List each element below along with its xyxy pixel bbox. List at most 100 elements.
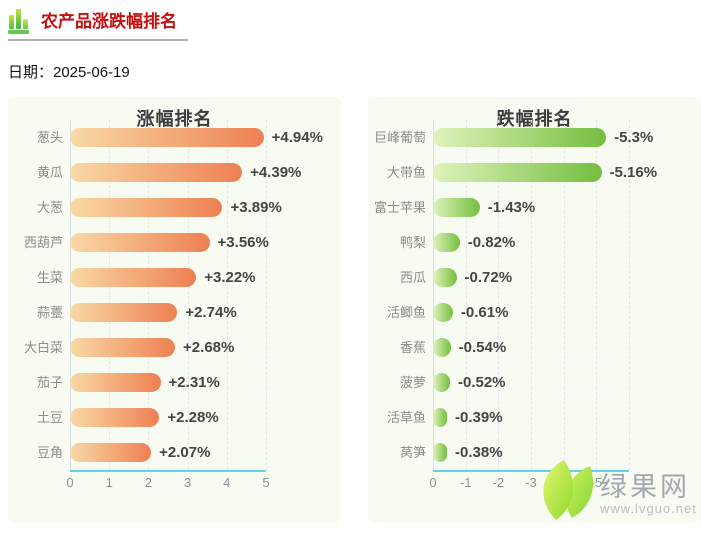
value-label: +2.31% xyxy=(168,374,220,391)
chart-row: 巨峰葡萄 -5.3% xyxy=(368,120,701,155)
bar[interactable] xyxy=(70,198,223,217)
watermark: 绿果网 www.lvguo.net xyxy=(538,450,701,522)
date-label: 日期：2025-06-19 xyxy=(8,64,130,81)
gridline xyxy=(266,120,267,470)
leaf-icon xyxy=(543,460,594,520)
gridline xyxy=(563,120,565,470)
page-title: 农产品涨跌幅排名 xyxy=(41,12,177,31)
gridline xyxy=(531,120,532,470)
bar[interactable] xyxy=(70,163,243,182)
bar[interactable] xyxy=(70,233,210,252)
value-label: -0.38% xyxy=(455,444,503,461)
x-axis-line xyxy=(70,470,266,472)
value-label: +2.28% xyxy=(167,409,219,426)
fall-ranking-panel: 跌幅排名 巨峰葡萄 -5.3% 大带鱼 -5.16% 富士苹果 -1.43% 鸭梨 -0.82… xyxy=(368,97,701,523)
rise-chart-title: 涨幅排名 xyxy=(136,109,213,129)
value-label: +3.89% xyxy=(230,199,282,216)
chart-row: 生菜 +3.22% xyxy=(8,260,341,295)
chart-row: 豆角 +2.07% xyxy=(8,435,341,470)
category-label: 鸭梨 xyxy=(399,235,426,250)
value-label: +2.74% xyxy=(185,304,237,321)
bar[interactable] xyxy=(433,303,453,322)
fall-chart-plot: 巨峰葡萄 -5.3% 大带鱼 -5.16% 富士苹果 -1.43% 鸭梨 -0.82% 西瓜 -0… xyxy=(368,120,701,520)
axis-tick-label: 0 xyxy=(429,475,437,490)
category-label: 黄瓜 xyxy=(36,165,63,180)
value-label: +4.39% xyxy=(250,164,302,181)
value-label: -5.16% xyxy=(609,164,658,181)
value-label: +2.07% xyxy=(159,444,211,461)
bar[interactable] xyxy=(70,443,152,462)
value-label: +3.56% xyxy=(217,234,269,251)
chart-row: 大葱 +3.89% xyxy=(8,190,341,225)
category-label: 西葫芦 xyxy=(23,235,63,250)
chart-row: 西葫芦 +3.56% xyxy=(8,225,341,260)
chart-row: 蒜薹 +2.74% xyxy=(8,295,341,330)
bar[interactable] xyxy=(433,128,607,147)
page-header: 农产品涨跌幅排名 xyxy=(8,7,188,41)
value-label: +4.94% xyxy=(271,129,323,146)
category-label: 巨峰葡萄 xyxy=(373,130,426,145)
chart-row: 西瓜 -0.72% xyxy=(368,260,701,295)
chart-row: 大带鱼 -5.16% xyxy=(368,155,701,190)
bar[interactable] xyxy=(433,338,451,357)
axis-tick-label: 1 xyxy=(105,475,113,490)
category-label: 菠萝 xyxy=(399,375,426,390)
bar[interactable] xyxy=(433,198,480,217)
category-label: 莴笋 xyxy=(399,445,426,460)
gridline xyxy=(226,120,228,470)
chart-row: 葱头 +4.94% xyxy=(8,120,341,155)
category-label: 生菜 xyxy=(36,270,63,285)
category-label: 葱头 xyxy=(36,130,63,145)
bar[interactable] xyxy=(70,128,264,147)
value-label: -0.82% xyxy=(467,234,516,251)
category-label: 富士苹果 xyxy=(373,200,426,215)
category-label: 豆角 xyxy=(36,445,63,460)
category-label: 香蕉 xyxy=(399,340,426,355)
gridline xyxy=(109,120,111,470)
bar-chart-icon xyxy=(8,7,33,34)
chart-row: 活草鱼 -0.39% xyxy=(368,400,701,435)
bar[interactable] xyxy=(70,338,176,357)
chart-row: 鸭梨 -0.82% xyxy=(368,225,701,260)
axis-tick-label: 2 xyxy=(144,475,152,490)
gridline xyxy=(465,120,467,470)
bar[interactable] xyxy=(433,163,602,182)
bar[interactable] xyxy=(70,373,161,392)
chart-row: 土豆 +2.28% xyxy=(8,400,341,435)
bar[interactable] xyxy=(433,233,460,252)
bar[interactable] xyxy=(433,373,450,392)
bar[interactable] xyxy=(70,268,197,287)
value-label: -0.54% xyxy=(458,339,507,356)
bar[interactable] xyxy=(433,443,447,462)
fall-chart-title: 跌幅排名 xyxy=(496,109,573,129)
y-axis-line xyxy=(433,120,434,470)
rise-chart-plot: 葱头 +4.94% 黄瓜 +4.39% 大葱 +3.89% 西葫芦 +3.56% 生菜 +3.22… xyxy=(8,120,341,520)
gridline xyxy=(596,120,598,470)
chart-row: 富士苹果 -1.43% xyxy=(368,190,701,225)
chart-row: 茄子 +2.31% xyxy=(8,365,341,400)
axis-tick-label: -5 xyxy=(590,475,603,490)
chart-row: 香蕉 -0.54% xyxy=(368,330,701,365)
bar[interactable] xyxy=(433,268,457,287)
watermark-site-url: www.lvguo.net xyxy=(600,501,697,516)
bar[interactable] xyxy=(70,408,160,427)
value-label: -1.43% xyxy=(487,199,536,216)
chart-row: 莴笋 -0.38% xyxy=(368,435,701,470)
category-label: 大白菜 xyxy=(23,340,63,355)
axis-tick-label: 0 xyxy=(66,475,74,490)
category-label: 茄子 xyxy=(36,375,63,390)
watermark-site-name: 绿果网 xyxy=(600,472,690,502)
axis-tick-label: 5 xyxy=(262,475,270,490)
gridline xyxy=(498,120,500,470)
category-label: 大葱 xyxy=(36,200,63,215)
category-label: 活草鱼 xyxy=(386,410,426,425)
bar[interactable] xyxy=(70,303,178,322)
gridline xyxy=(629,120,630,470)
chart-row: 大白菜 +2.68% xyxy=(8,330,341,365)
value-label: +2.68% xyxy=(183,339,235,356)
axis-tick-label: 3 xyxy=(183,475,192,490)
bar[interactable] xyxy=(433,408,447,427)
value-label: -0.61% xyxy=(460,304,509,321)
category-label: 活鲫鱼 xyxy=(386,305,426,320)
